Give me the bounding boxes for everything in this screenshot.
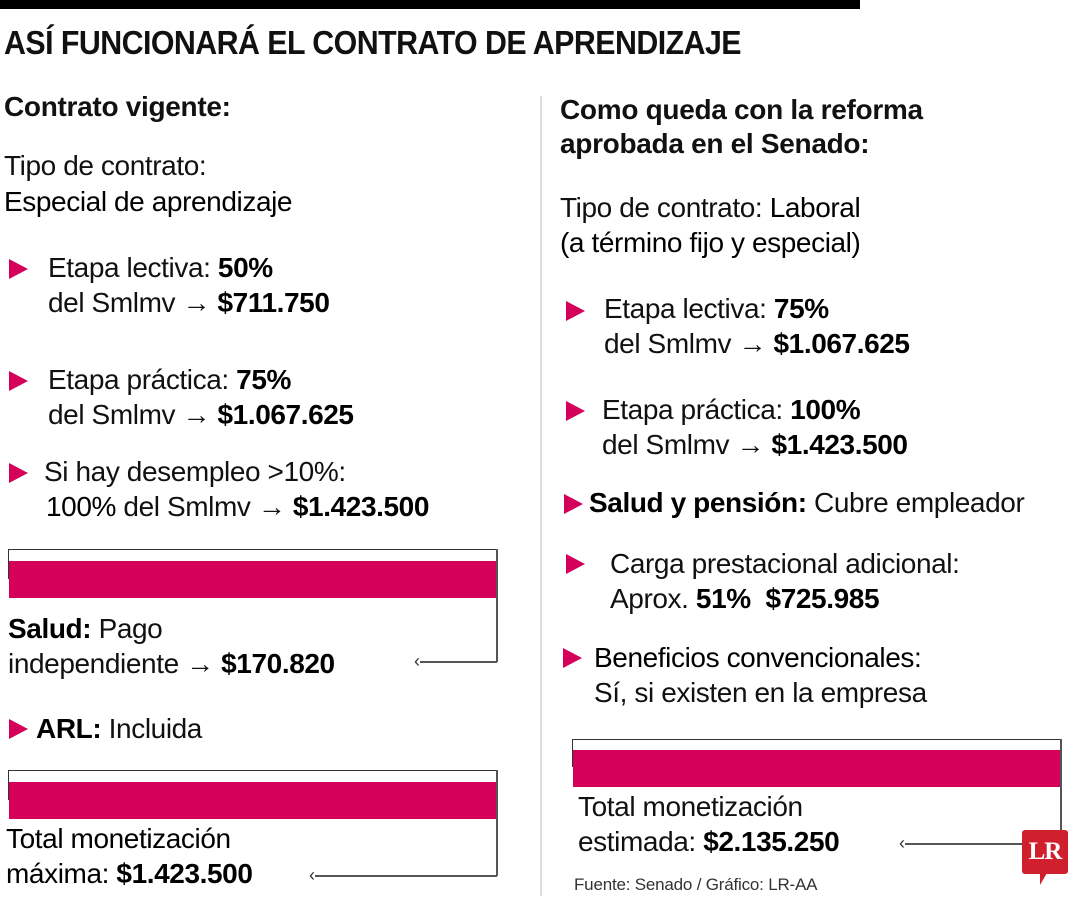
beneficios-label: Beneficios convencionales: [594,642,922,673]
bullet-triangle-icon [9,259,28,279]
bullet-triangle-icon [566,301,585,321]
bullet-triangle-icon [563,648,582,668]
beneficios-value: Sí, si existen en la empresa [594,677,927,708]
arrow-left-icon: ‹ [309,865,315,885]
item-amount: $1.423.500 [292,491,430,522]
page-title: ASÍ FUNCIONARÁ EL CONTRATO DE APRENDIZAJ… [4,24,742,61]
right-total-prefix: estimada: [578,826,696,857]
right-total-connector-line [905,843,1025,845]
bullet-triangle-icon [564,494,583,514]
bullet-triangle-icon [9,719,28,739]
salud-text1: Pago [98,613,163,644]
salud-box-top [8,549,498,550]
right-total-box-right [1060,739,1062,843]
salud-connector-line [420,661,497,663]
arrow-left-icon: ‹ [899,833,905,853]
left-heading: Contrato vigente: [4,91,231,122]
item-label: Si hay desempleo >10%: [44,456,346,487]
item-prefix: del Smlmv → [602,429,765,460]
right-heading-line1: Como queda con la reforma [560,94,923,125]
right-total-text: Total monetización estimada: $2.135.250 [578,789,840,859]
bullet-triangle-icon [566,554,585,574]
salud-label: Salud: [8,613,92,644]
arl-item: ARL: Incluida [36,711,202,746]
left-item-lectiva: Etapa lectiva: 50% del Smlmv → $711.750 [48,250,330,320]
lr-logo: LR [1022,830,1068,874]
carga-line1: Carga prestacional adicional: [610,548,960,579]
left-total-box-right [496,770,498,876]
left-total-text: Total monetización máxima: $1.423.500 [6,821,253,891]
top-rule [0,0,860,9]
right-item-practica: Etapa práctica: 100% del Smlmv → $1.423.… [602,392,908,462]
salud-pension-label: Salud y pensión: [589,487,807,518]
salud-text: Salud: Pago independiente → $170.820 [8,611,335,681]
carga-prefix: Aprox. [610,583,689,614]
item-amount: $1.067.625 [773,328,910,359]
item-amount: $1.423.500 [771,429,908,460]
item-pct: 100% [46,491,117,522]
right-carga: Carga prestacional adicional: Aprox. 51%… [610,546,960,616]
item-label: Etapa práctica: [48,364,229,395]
item-label: Etapa lectiva: [604,293,767,324]
left-total-prefix: máxima: [6,858,109,889]
item-pct: 50% [217,252,273,283]
right-item-lectiva: Etapa lectiva: 75% del Smlmv → $1.067.62… [604,291,910,361]
left-total-amount: $1.423.500 [116,858,253,889]
right-heading-line2: aprobada en el Senado: [560,128,870,159]
salud-amount: $170.820 [221,648,335,679]
item-prefix: del Smlmv → [604,328,767,359]
item-pct: 100% [790,394,861,425]
arrow-left-icon: ‹ [414,651,420,671]
right-total-amount: $2.135.250 [703,826,840,857]
salud-pension-value: Cubre empleador [814,487,1025,518]
right-total-accent-bar [573,750,1061,787]
bullet-triangle-icon [9,463,28,483]
left-total-line1: Total monetización [6,823,231,854]
lr-logo-speech-tail [1040,873,1047,885]
item-prefix: del Smlmv → [48,399,211,430]
left-total-connector-line [315,875,497,877]
left-contract-type-value: Especial de aprendizaje [4,186,293,217]
bullet-triangle-icon [9,371,28,391]
column-divider [540,96,542,896]
right-total-box-left [572,739,573,767]
right-total-box-top [572,739,1062,740]
item-label: Etapa práctica: [602,394,783,425]
salud-accent-bar [9,561,497,598]
left-item-desempleo: Si hay desempleo >10%: 100% del Smlmv → … [44,454,429,524]
carga-pct: 51% [695,583,751,614]
item-label: Etapa lectiva: [48,252,211,283]
left-item-practica: Etapa práctica: 75% del Smlmv → $1.067.6… [48,362,354,432]
right-beneficios: Beneficios convencionales: Sí, si existe… [594,640,927,710]
left-total-box-left [8,770,9,800]
item-pct: 75% [236,364,292,395]
item-pct: 75% [773,293,829,324]
arl-value: Incluida [108,713,203,744]
salud-box-right [496,549,498,662]
item-amount: $711.750 [217,287,330,318]
right-contract-type-label: Tipo de contrato: [560,192,763,223]
salud-text2: independiente → [8,648,214,679]
left-total-accent-bar [9,782,497,819]
left-total-box-top [8,770,498,771]
left-contract-type-label: Tipo de contrato: [4,150,207,181]
right-salud-pension: Salud y pensión: Cubre empleador [589,485,1025,520]
right-contract-type-value: Laboral [769,192,861,223]
item-prefix: del Smlmv → [123,491,286,522]
right-heading: Como queda con la reforma aprobada en el… [560,93,923,161]
salud-box-left [8,549,9,579]
bullet-triangle-icon [566,401,585,421]
item-prefix: del Smlmv → [48,287,211,318]
arl-label: ARL: [36,713,102,744]
carga-amount: $725.985 [765,583,880,614]
item-amount: $1.067.625 [217,399,354,430]
right-total-line1: Total monetización [578,791,803,822]
right-contract-type: Tipo de contrato: Laboral (a término fij… [560,190,861,260]
right-contract-type-note: (a término fijo y especial) [560,227,861,258]
source-credit: Fuente: Senado / Gráfico: LR-AA [574,875,818,894]
